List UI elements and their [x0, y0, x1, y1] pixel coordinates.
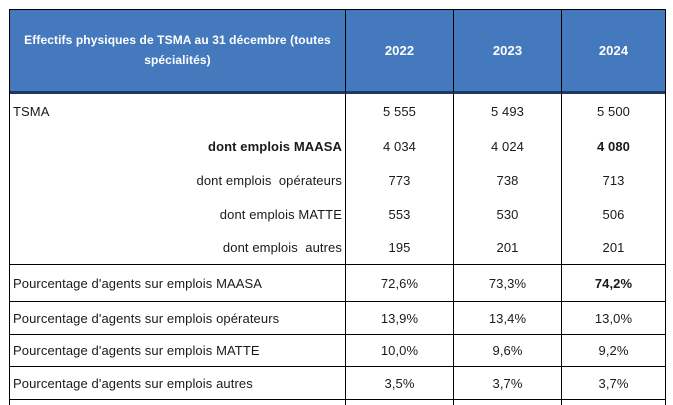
table-cutoff-stub: [453, 399, 561, 405]
row-label: TSMA: [13, 104, 50, 119]
year-header-2024: 2024: [561, 10, 665, 94]
cell-value: 4 080: [561, 129, 665, 164]
cell-value: 5 500: [561, 94, 665, 129]
cell-value: 9,6%: [453, 334, 561, 366]
cell-value: 713: [561, 164, 665, 197]
table-title-cell: Effectifs physiques de TSMA au 31 décemb…: [10, 10, 345, 94]
table-title: Effectifs physiques de TSMA au 31 décemb…: [24, 33, 331, 67]
cell-value: 201: [561, 231, 665, 264]
year-header-2022: 2022: [345, 10, 453, 94]
table-cutoff-stub: [10, 399, 345, 405]
cell-value: 553: [345, 197, 453, 231]
cell-value: 530: [453, 197, 561, 231]
cell-value: 72,6%: [345, 264, 453, 301]
cell-value: 201: [453, 231, 561, 264]
row-label: Pourcentage d'agents sur emplois autres: [10, 366, 345, 399]
cell-value: 10,0%: [345, 334, 453, 366]
year-header-2023: 2023: [453, 10, 561, 94]
cell-value: 773: [345, 164, 453, 197]
cell-value: 3,5%: [345, 366, 453, 399]
cell-value: 9,2%: [561, 334, 665, 366]
cell-value: 195: [345, 231, 453, 264]
row-label: dont emplois opérateurs: [196, 173, 342, 188]
cell-value: 74,2%: [561, 264, 665, 301]
cell-value: 5 555: [345, 94, 453, 129]
cell-value: 5 493: [453, 94, 561, 129]
cell-value: 506: [561, 197, 665, 231]
effectifs-tsma-table: Effectifs physiques de TSMA au 31 décemb…: [9, 9, 666, 405]
row-label: Pourcentage d'agents sur emplois MAASA: [10, 264, 345, 301]
table-cutoff-stub: [345, 399, 453, 405]
row-label: dont emplois MAASA: [208, 139, 342, 154]
table-cutoff-stub: [561, 399, 665, 405]
row-label: dont emplois MATTE: [219, 206, 342, 222]
row-label: Pourcentage d'agents sur emplois MATTE: [10, 334, 345, 366]
row-label: dont emplois autres: [222, 240, 342, 255]
cell-value: 4 034: [345, 129, 453, 164]
row-label: Pourcentage d'agents sur emplois opérate…: [10, 301, 345, 334]
cell-value: 738: [453, 164, 561, 197]
cell-value: 13,4%: [453, 301, 561, 334]
cell-value: 73,3%: [453, 264, 561, 301]
cell-value: 3,7%: [453, 366, 561, 399]
cell-value: 13,9%: [345, 301, 453, 334]
cell-value: 3,7%: [561, 366, 665, 399]
cell-value: 13,0%: [561, 301, 665, 334]
cell-value: 4 024: [453, 129, 561, 164]
